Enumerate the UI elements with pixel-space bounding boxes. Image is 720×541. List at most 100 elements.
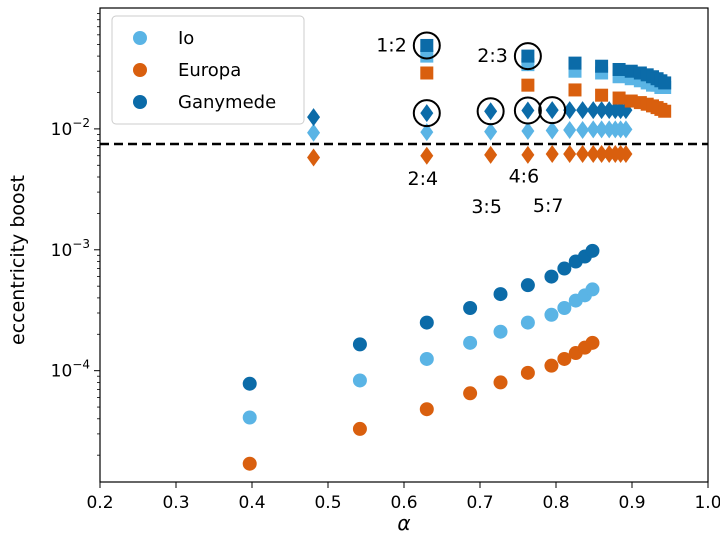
ganymede-circle-point <box>557 261 572 276</box>
x-tick-label: 0.9 <box>618 493 645 513</box>
resonance-circle <box>538 96 567 125</box>
europa-square-point <box>420 66 434 80</box>
legend-label-io: Io <box>178 28 194 49</box>
ganymede-circle-point <box>544 269 559 284</box>
resonance-label: 1:2 <box>376 34 407 56</box>
x-tick-label: 0.2 <box>86 493 113 513</box>
io-diamond-point <box>420 123 434 142</box>
x-tick-label: 0.6 <box>390 493 417 513</box>
ganymede-diamond-point <box>563 101 577 120</box>
io-diamond-point <box>563 120 577 139</box>
x-tick-label: 0.3 <box>162 493 189 513</box>
resonance-circle <box>412 31 441 60</box>
io-diamond-point <box>586 120 600 139</box>
io-diamond-point <box>307 123 321 142</box>
resonance-circle <box>513 42 542 71</box>
europa-diamond-point <box>521 145 535 164</box>
ganymede-circle-point <box>585 243 600 258</box>
ganymede-square-point <box>612 62 626 76</box>
io-square-point <box>420 49 434 63</box>
ganymede-circle-point <box>352 337 367 352</box>
europa-circle-point <box>419 402 434 417</box>
io-circle-point <box>463 335 478 350</box>
resonance-label: 5:7 <box>533 195 564 217</box>
europa-diamond-point <box>586 144 600 163</box>
io-diamond-point <box>484 122 498 141</box>
europa-diamond-point <box>307 148 321 167</box>
ganymede-diamond-point <box>484 102 498 121</box>
io-circle-point <box>493 324 508 339</box>
legend: Io Europa Ganymede <box>111 15 305 125</box>
io-circle-point <box>520 315 535 330</box>
plot-marks: 1:2 2:3 2:4 3:5 4:6 5:7 <box>100 31 708 471</box>
ganymede-diamond-point <box>521 101 535 120</box>
ganymede-diamond-point <box>545 101 559 120</box>
europa-circle-point <box>520 365 535 380</box>
io-circle-point <box>352 373 367 388</box>
resonance-label: 2:3 <box>477 45 508 67</box>
legend-marker-ganymede <box>133 95 147 109</box>
ganymede-diamond-point <box>576 101 590 120</box>
x-tick-label: 0.8 <box>542 493 569 513</box>
europa-circle-point <box>557 351 572 366</box>
io-diamond-point <box>595 120 609 139</box>
io-diamond-point <box>545 121 559 140</box>
y-axis-label: eccentricity boost <box>7 175 29 345</box>
europa-diamond-point <box>484 145 498 164</box>
europa-diamond-point <box>595 144 609 163</box>
ganymede-circle-point <box>242 376 257 391</box>
europa-circle-point <box>493 375 508 390</box>
x-tick-label: 1.0 <box>694 493 720 513</box>
europa-diamond-point <box>420 146 434 165</box>
io-circle-point <box>242 410 257 425</box>
ganymede-diamond-point <box>307 108 321 127</box>
ganymede-square-point <box>420 38 434 52</box>
europa-circle-point <box>463 386 478 401</box>
ganymede-circle-point <box>463 300 478 315</box>
io-diamond-point <box>619 120 633 139</box>
io-diamond-point <box>576 120 590 139</box>
ganymede-circle-point <box>419 315 434 330</box>
ganymede-diamond-point <box>586 101 600 120</box>
io-diamond-point <box>521 122 535 141</box>
ganymede-square-point <box>595 59 609 73</box>
x-tick-label: 0.5 <box>314 493 341 513</box>
io-circle-point <box>544 307 559 322</box>
legend-label-ganymede: Ganymede <box>178 92 276 113</box>
resonance-circle <box>476 97 505 126</box>
x-tick-label: 0.4 <box>238 493 265 513</box>
europa-square-point <box>595 88 609 102</box>
ganymede-square-point <box>521 49 535 63</box>
europa-diamond-point <box>563 144 577 163</box>
ganymede-square-point <box>568 56 582 70</box>
resonance-label: 2:4 <box>408 168 439 190</box>
europa-square-point <box>658 104 672 118</box>
resonance-label: 4:6 <box>509 165 540 187</box>
legend-box <box>111 15 305 125</box>
europa-circle-point <box>352 421 367 436</box>
resonance-circle <box>412 99 441 128</box>
io-circle-point <box>585 282 600 297</box>
ganymede-circle-point <box>520 278 535 293</box>
ganymede-diamond-point <box>420 104 434 123</box>
europa-circle-point <box>242 456 257 471</box>
io-circle-point <box>557 300 572 315</box>
y-tick-label: 10−2 <box>51 116 90 140</box>
x-tick-label: 0.7 <box>466 493 493 513</box>
ganymede-square-point <box>658 76 672 90</box>
resonance-circle <box>513 96 542 125</box>
europa-diamond-point <box>576 144 590 163</box>
legend-label-europa: Europa <box>178 60 241 81</box>
x-axis-label: α <box>397 511 410 535</box>
europa-diamond-point <box>619 144 633 163</box>
io-circle-point <box>419 351 434 366</box>
axis-ticks: 0.2 0.3 0.4 0.5 0.6 0.7 0.8 0.9 1.0 10−4 10−3 10−2 <box>51 13 720 513</box>
europa-square-point <box>612 91 626 105</box>
ganymede-circle-point <box>493 287 508 302</box>
y-tick-label: 10−4 <box>51 358 90 382</box>
europa-square-point <box>521 78 535 92</box>
europa-square-point <box>568 83 582 97</box>
resonance-label: 3:5 <box>471 196 502 218</box>
legend-marker-europa <box>133 63 147 77</box>
